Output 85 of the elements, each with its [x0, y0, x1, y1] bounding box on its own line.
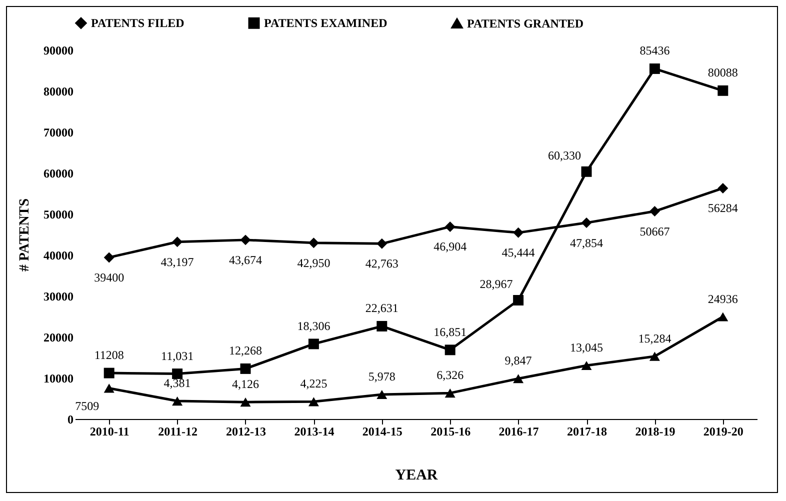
y-tick-label: 30000 [44, 290, 74, 304]
data-label: 43,674 [229, 252, 262, 267]
point [104, 252, 114, 263]
y-tick-label: 80000 [44, 84, 74, 98]
data-label: 85436 [640, 44, 670, 58]
data-label: 16,851 [434, 324, 467, 339]
data-label: 42,950 [297, 256, 330, 270]
data-label: 4,225 [300, 376, 328, 391]
point [240, 363, 251, 374]
point [172, 368, 183, 380]
data-label: 60,330 [548, 148, 581, 163]
y-tick-label: 50000 [44, 208, 74, 222]
legend-label: PATENTS FILED [91, 16, 185, 30]
data-label: 46,904 [434, 240, 467, 254]
data-label: 15,284 [638, 331, 672, 346]
point [172, 396, 183, 406]
point [718, 85, 728, 96]
x-tick-label: 2015-16 [430, 424, 471, 438]
x-tick-label: 2017-18 [567, 424, 607, 438]
x-tick-label: 2013-14 [294, 424, 334, 438]
data-label: 22,631 [365, 301, 398, 316]
data-label: 6,326 [436, 368, 464, 382]
point [444, 388, 456, 398]
data-label: 9,847 [504, 354, 532, 368]
point [444, 221, 456, 232]
point [308, 238, 319, 248]
y-tick-label: 90000 [44, 44, 74, 58]
x-tick-label: 2010-11 [90, 424, 130, 438]
data-label: 24936 [708, 292, 738, 306]
y-tick-label: 0 [68, 412, 74, 426]
x-axis-title: YEAR [395, 468, 438, 484]
point [240, 234, 251, 246]
point [649, 63, 660, 74]
point [513, 227, 524, 238]
y-tick-label: 20000 [44, 330, 74, 344]
x-tick-label: 2016-17 [498, 424, 539, 438]
point [104, 384, 114, 393]
data-label: 80088 [708, 66, 738, 80]
data-label: 4,381 [164, 376, 191, 390]
data-label: 42,763 [365, 256, 398, 271]
point [581, 166, 592, 177]
x-tick-label: 2014-15 [362, 424, 402, 438]
x-tick-label: 2011-12 [158, 424, 198, 438]
legend-label: PATENTS EXAMINED [264, 16, 388, 30]
data-label: 56284 [708, 201, 738, 216]
point [104, 368, 114, 378]
data-label: 7509 [75, 399, 100, 414]
data-label: 12,268 [229, 344, 262, 358]
point [649, 352, 660, 361]
point [172, 236, 183, 248]
data-label: 11208 [94, 348, 124, 362]
data-label: 11,031 [161, 348, 194, 363]
data-label: 28,967 [480, 277, 513, 292]
y-tick-label: 60000 [44, 166, 74, 180]
point [376, 390, 388, 400]
x-tick-label: 2012-13 [226, 424, 266, 438]
x-tick-label: 2019-20 [703, 424, 744, 438]
data-label: 4,126 [232, 377, 259, 392]
data-label: 18,306 [297, 318, 330, 333]
point [649, 206, 660, 217]
data-label: 5,978 [368, 369, 396, 384]
point [240, 398, 251, 407]
point [581, 360, 592, 370]
point [513, 294, 524, 306]
legend-label: PATENTS GRANTED [467, 16, 584, 30]
point [718, 312, 728, 322]
data-label: 50667 [640, 224, 670, 238]
data-label: 45,444 [502, 246, 535, 260]
y-tick-label: 70000 [44, 126, 74, 140]
data-label: 39400 [94, 270, 124, 284]
data-label: 47,854 [570, 236, 603, 250]
point [513, 374, 524, 384]
point [444, 344, 456, 356]
x-tick-label: 2018-19 [635, 424, 676, 438]
point [718, 182, 728, 194]
y-tick-label: 40000 [44, 248, 74, 262]
data-label: 43,197 [160, 254, 194, 269]
y-axis-title: # PATENTS [18, 198, 32, 272]
point [308, 338, 319, 350]
y-tick-label: 10000 [44, 372, 74, 386]
point [376, 320, 388, 332]
point [308, 397, 319, 406]
data-label: 13,045 [570, 340, 603, 355]
point [581, 218, 592, 228]
point [376, 238, 388, 249]
